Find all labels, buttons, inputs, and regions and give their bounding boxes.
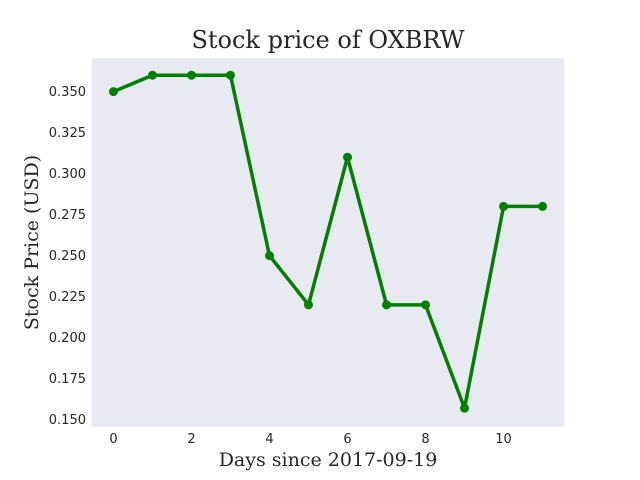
series-line xyxy=(111,73,545,410)
y-tick-label: 0.300 xyxy=(49,167,86,182)
x-tick-label: 6 xyxy=(343,432,351,447)
x-tick-label: 8 xyxy=(421,432,429,447)
x-tick-label: 4 xyxy=(265,432,273,447)
x-axis-label: Days since 2017-09-19 xyxy=(219,449,438,471)
x-tick-label: 10 xyxy=(495,432,512,447)
data-point xyxy=(225,70,235,80)
y-tick-label: 0.200 xyxy=(49,331,86,346)
x-tick-label: 0 xyxy=(109,432,117,447)
data-point xyxy=(264,251,274,261)
y-axis: 0.150 0.175 0.200 0.225 0.250 0.275 0.300 0.325… xyxy=(49,85,86,428)
data-point xyxy=(186,70,196,80)
x-axis: 0 2 4 6 8 10 xyxy=(109,432,511,447)
y-tick-label: 0.225 xyxy=(49,290,86,305)
data-point xyxy=(343,152,353,162)
x-tick-label: 2 xyxy=(187,432,195,447)
y-tick-label: 0.275 xyxy=(49,208,86,223)
y-tick-label: 0.250 xyxy=(49,249,86,264)
data-point xyxy=(499,201,509,211)
series-markers xyxy=(108,70,548,413)
chart-title: Stock price of OXBRW xyxy=(191,26,464,54)
data-point xyxy=(147,70,157,80)
y-tick-label: 0.150 xyxy=(49,413,86,428)
data-point xyxy=(303,300,313,310)
data-point xyxy=(538,201,548,211)
data-point xyxy=(108,87,118,97)
y-tick-label: 0.175 xyxy=(49,372,86,387)
data-point xyxy=(382,300,392,310)
y-tick-label: 0.350 xyxy=(49,85,86,100)
data-point xyxy=(460,403,470,413)
y-tick-label: 0.325 xyxy=(49,126,86,141)
plot-area xyxy=(92,58,564,427)
y-axis-label: Stock Price (USD) xyxy=(21,155,43,330)
data-point xyxy=(421,300,431,310)
